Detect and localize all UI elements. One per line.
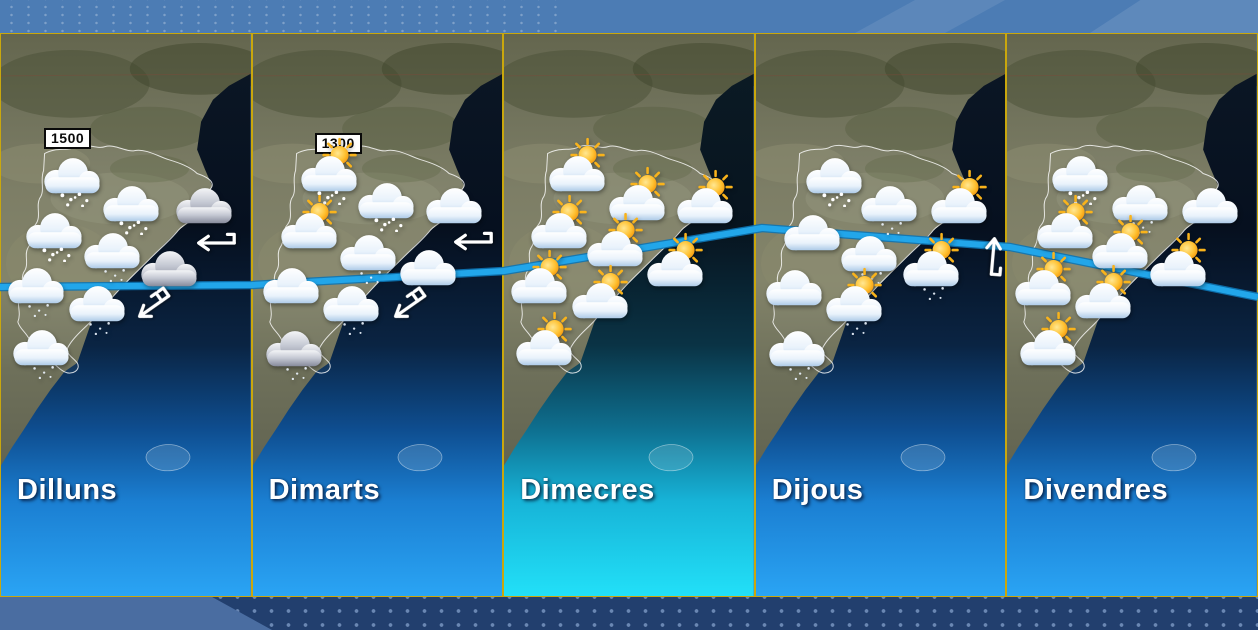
satellite-map [1007, 34, 1257, 596]
day-label: Dimecres [520, 474, 655, 506]
day-panel-dilluns: Dilluns [0, 33, 252, 597]
mallorca-outline [648, 444, 694, 472]
sea-area [755, 73, 1006, 596]
sea-area [1007, 73, 1257, 596]
mallorca-outline [397, 444, 442, 472]
satellite-map [504, 34, 754, 596]
mallorca-outline [1152, 444, 1197, 472]
header-dot-pattern [0, 0, 560, 33]
satellite-map [755, 34, 1006, 596]
sea-area [504, 73, 754, 596]
day-label: Dijous [771, 474, 864, 506]
day-panel-dimecres: Dimecres [503, 33, 755, 597]
day-label: Dimarts [268, 474, 381, 506]
satellite-map [1, 34, 251, 596]
forecast-panels: Dilluns Dimarts [0, 33, 1258, 597]
day-label: Divendres [1023, 474, 1169, 506]
header-diagonal-accent [855, 0, 1005, 33]
day-label: Dilluns [17, 474, 118, 506]
footer-band [0, 597, 1258, 630]
satellite-map [252, 34, 503, 596]
header-diagonal-accent [1090, 0, 1258, 33]
sea-area [1, 73, 251, 596]
sea-area [252, 73, 503, 596]
mallorca-outline [145, 444, 191, 472]
header-band [0, 0, 1258, 33]
mallorca-outline [900, 444, 946, 472]
day-panel-dijous: Dijous [754, 33, 1007, 597]
day-panel-dimarts: Dimarts [251, 33, 504, 597]
day-panel-divendres: Divendres [1006, 33, 1258, 597]
